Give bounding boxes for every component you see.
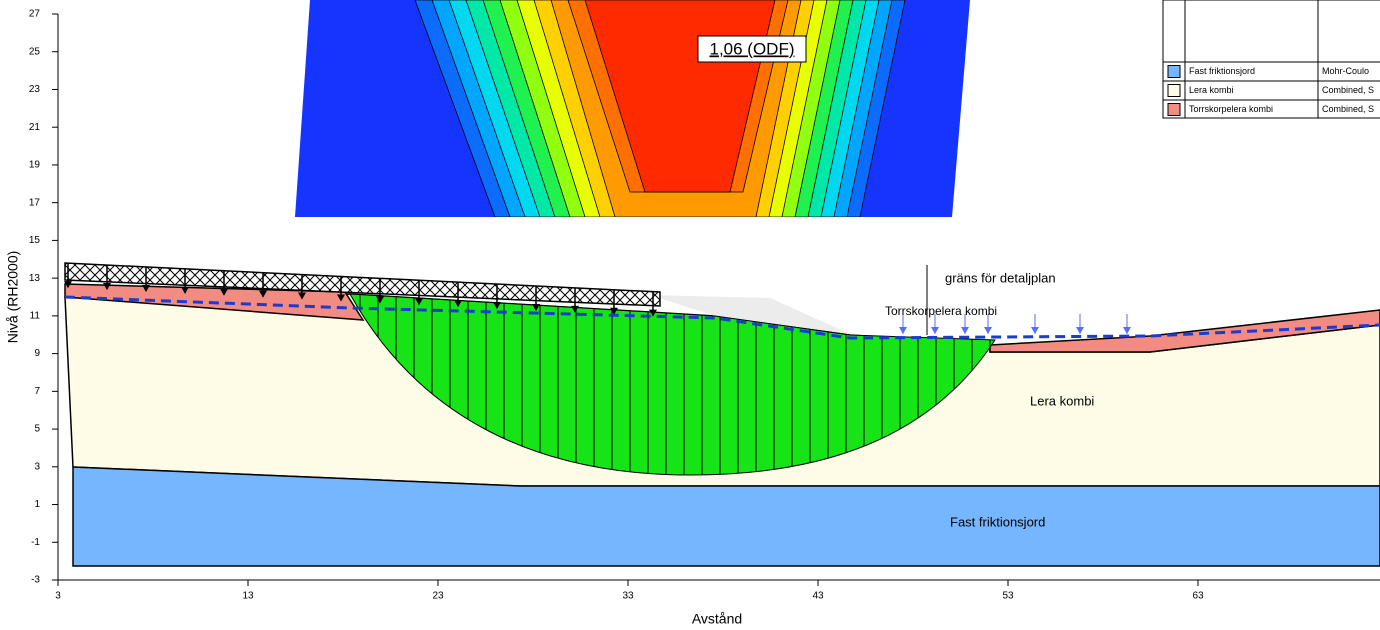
x-tick-label: 13 [242,591,254,602]
y-tick-label: 5 [34,424,40,435]
y-tick-label: 15 [29,235,41,246]
y-tick-label: 23 [29,84,41,95]
legend-swatch [1168,85,1180,97]
water-arrow-head [1123,327,1131,334]
annotation: Torrskorpelera kombi [885,304,997,318]
legend-model: Combined, S [1322,85,1374,95]
legend: Fast friktionsjord Mohr-Coulo Lera kombi Co… [1163,0,1380,118]
legend-swatch [1168,104,1180,116]
water-arrow-head [1076,327,1084,334]
annotation: gräns för detaljplan [945,270,1056,285]
safety-factor: 1,06 (ODF) [709,39,794,58]
y-tick-label: 21 [29,122,41,133]
legend-model: Mohr-Coulo [1322,66,1369,76]
water-arrow-head [899,327,907,334]
y-tick-label: 3 [34,461,40,472]
legend-name: Fast friktionsjord [1189,66,1255,76]
y-tick-label: 17 [29,197,41,208]
x-tick-label: 23 [432,591,444,602]
y-axis-title: Nivå (RH2000) [5,251,21,344]
y-tick-label: 1 [34,499,40,510]
legend-name: Torrskorpelera kombi [1189,104,1273,114]
water-arrow-head [1031,327,1039,334]
legend-model: Combined, S [1322,104,1374,114]
y-tick-label: 25 [29,46,41,57]
x-tick-label: 43 [812,591,824,602]
water-arrow-head [984,327,992,334]
annotation: Fast friktionsjord [950,514,1045,529]
y-tick-label: 7 [34,386,40,397]
y-tick-label: -1 [31,537,40,548]
y-tick-label: -3 [31,575,40,586]
annotation: Lera kombi [1030,393,1094,408]
water-arrow-head [961,327,969,334]
x-tick-label: 53 [1002,591,1014,602]
y-tick-label: 13 [29,273,41,284]
y-tick-label: 19 [29,160,41,171]
x-tick-label: 63 [1192,591,1204,602]
x-axis-title: Avstånd [692,611,742,627]
contour-plot [290,0,980,220]
x-tick-label: 33 [622,591,634,602]
x-tick-label: 3 [55,591,61,602]
y-tick-label: 11 [30,311,41,322]
legend-swatch [1168,66,1180,78]
chart: gräns för detaljplan Torrskorpelera komb… [0,0,1380,630]
legend-name: Lera kombi [1189,85,1234,95]
y-tick-label: 27 [29,9,41,20]
y-tick-label: 9 [34,348,40,359]
water-arrow-head [931,327,939,334]
